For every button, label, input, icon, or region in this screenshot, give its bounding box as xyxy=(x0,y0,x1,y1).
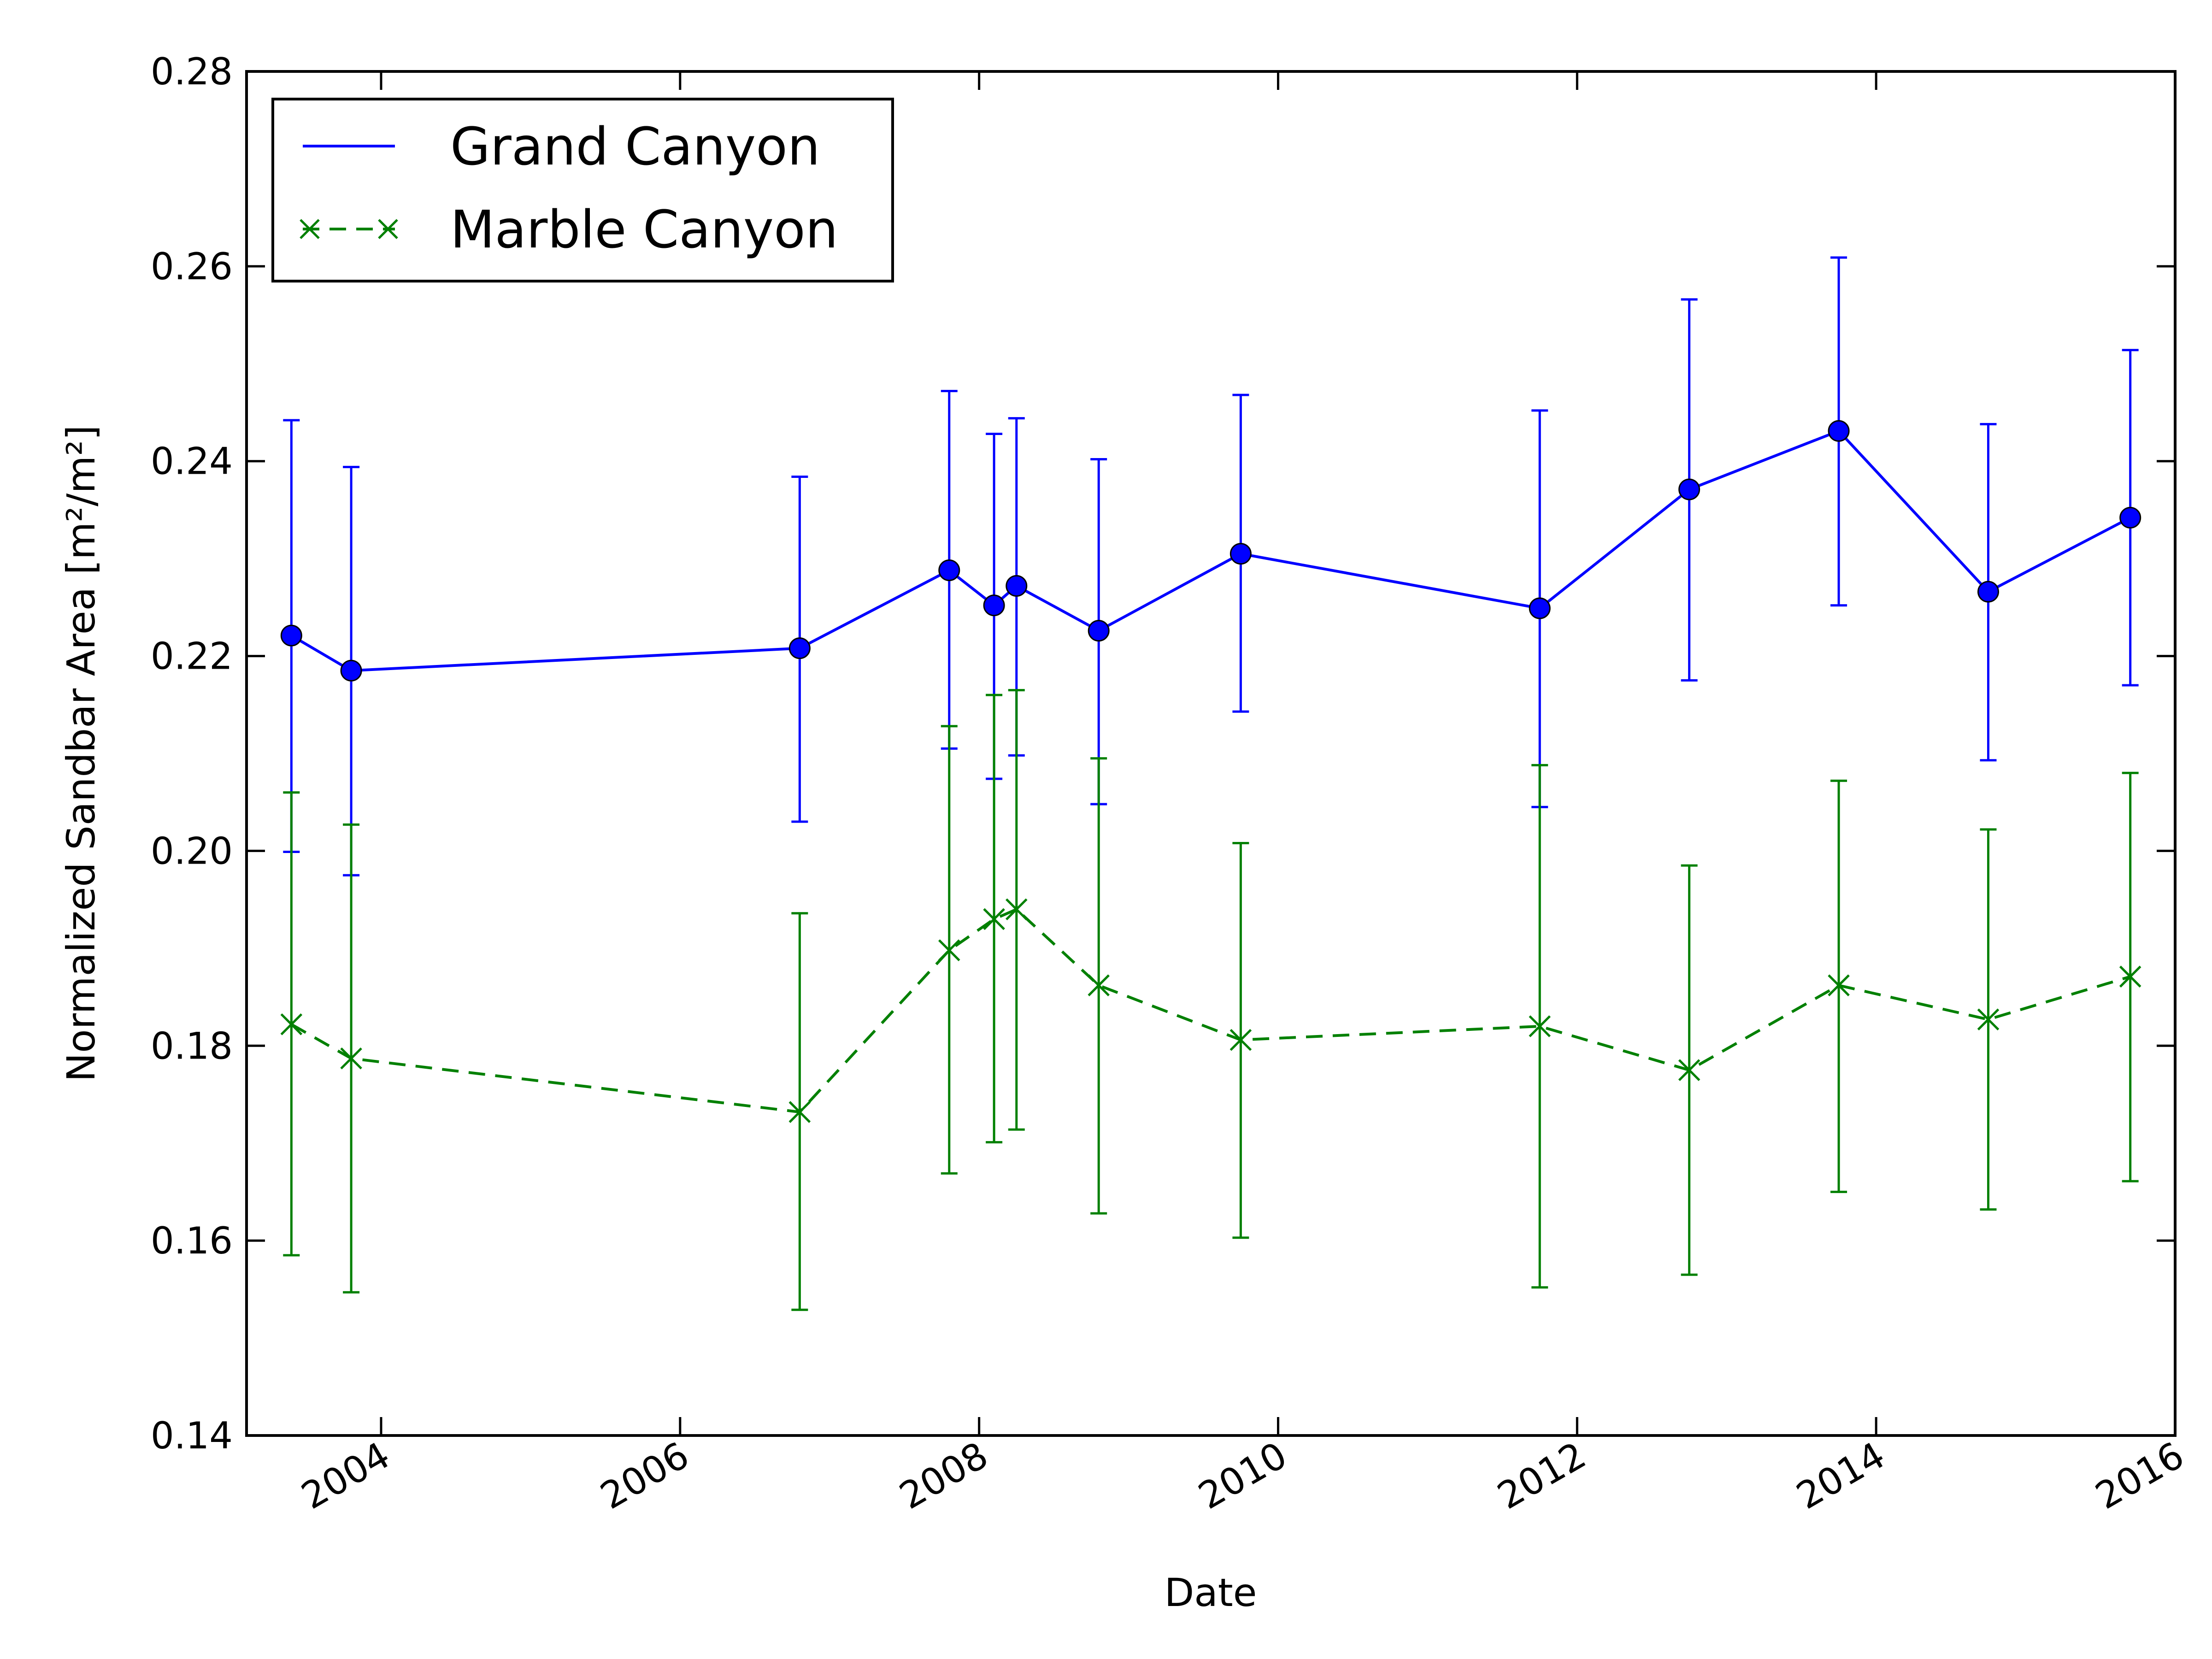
data-point xyxy=(983,594,1005,617)
series-marble-canyon xyxy=(280,689,2141,1311)
y-axis-label: Normalized Sandbar Area [m²/m²] xyxy=(59,425,104,1082)
data-point xyxy=(938,939,960,961)
data-point xyxy=(1529,1015,1551,1037)
data-point xyxy=(2119,506,2141,529)
y-tick-label: 0.18 xyxy=(151,1024,233,1067)
data-point xyxy=(788,637,811,659)
y-tick-label: 0.20 xyxy=(151,830,233,872)
data-point xyxy=(938,559,960,582)
data-point xyxy=(1529,597,1551,619)
legend-label: Grand Canyon xyxy=(450,117,820,177)
legend-marker xyxy=(378,219,398,239)
y-tick-label: 0.14 xyxy=(151,1414,233,1457)
data-point xyxy=(340,659,362,682)
data-point xyxy=(340,1047,362,1070)
legend-marker xyxy=(300,219,320,239)
data-point xyxy=(1977,581,1999,603)
y-tick-label: 0.22 xyxy=(151,635,233,678)
x-axis-label: Date xyxy=(1165,1570,1257,1615)
data-point xyxy=(1828,974,1850,996)
plot-area xyxy=(280,256,2141,1311)
series-grand-canyon xyxy=(280,256,2141,877)
data-point xyxy=(1678,1059,1700,1081)
data-point xyxy=(280,624,302,647)
y-tick-label: 0.24 xyxy=(151,440,233,483)
y-tick-label: 0.26 xyxy=(151,245,233,288)
data-point xyxy=(2119,965,2141,988)
data-point xyxy=(1678,478,1700,500)
y-tick-label: 0.28 xyxy=(151,50,233,93)
legend-label: Marble Canyon xyxy=(450,200,838,260)
data-point xyxy=(1977,1008,2000,1030)
data-point xyxy=(1088,974,1110,996)
data-point xyxy=(1230,543,1252,565)
data-point xyxy=(983,908,1005,930)
y-tick-label: 0.16 xyxy=(151,1219,233,1262)
data-point xyxy=(280,1013,303,1035)
data-point xyxy=(788,1101,811,1123)
plot-frame xyxy=(245,70,2177,1437)
data-point xyxy=(1005,898,1028,921)
legend-box xyxy=(271,98,894,282)
data-point xyxy=(1006,575,1028,597)
data-point xyxy=(1230,1029,1252,1051)
data-point xyxy=(1828,420,1850,442)
legend: Grand Canyon Marble Canyon xyxy=(271,98,894,282)
data-point xyxy=(1088,620,1110,642)
